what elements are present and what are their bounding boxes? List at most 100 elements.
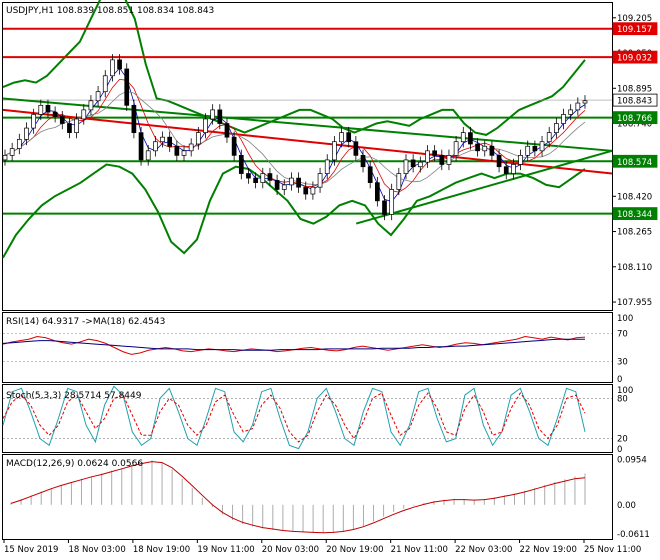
moving-average-line (4, 90, 586, 185)
level-label: 108.344 (617, 210, 652, 220)
candle-body (153, 141, 158, 152)
level-label-box (612, 50, 658, 64)
candle-body (475, 143, 480, 152)
candle-body (374, 182, 380, 202)
trend-line (2, 108, 613, 175)
rsi-title: RSI(14) 64.9317 ->MA(18) 62.4543 (6, 317, 165, 327)
candle-body (582, 100, 588, 104)
x-tick-label: 19 Nov 11:00 (197, 545, 254, 555)
candle-body (167, 136, 173, 147)
candle-body (561, 114, 566, 124)
level-label: 109.157 (617, 25, 652, 35)
level-label-box (612, 207, 658, 220)
candle-body (296, 177, 301, 188)
macd-y-tick-label: -0.0611 (617, 530, 650, 540)
candle-body (389, 189, 395, 215)
rsi-panel (2, 333, 612, 362)
candle-body (532, 145, 538, 152)
candle-body (568, 109, 574, 115)
x-tick-label: 20 Nov 19:00 (326, 545, 383, 555)
level-label-box (612, 154, 658, 168)
macd-y-tick-label: 0.0954 (617, 456, 647, 466)
price-y-tick-label: 108.895 (617, 84, 652, 94)
price-y-tick-label: 108.420 (617, 192, 652, 202)
candle-body (16, 139, 22, 149)
level-label-box (612, 111, 658, 125)
candle-body (95, 91, 101, 102)
candle-body (238, 155, 244, 174)
candle-body (160, 136, 165, 143)
price-y-tick-label: 108.265 (617, 228, 652, 238)
candle-body (332, 141, 337, 161)
candle-body (489, 145, 495, 156)
price-y-tick-label: 107.955 (617, 298, 652, 308)
rsi-series-line (2, 335, 586, 355)
candle-body (303, 186, 309, 195)
rsi-series-line (2, 338, 585, 351)
x-tick-label: 22 Nov 19:00 (520, 545, 577, 555)
candle-body (281, 184, 287, 190)
price-y-tick-label: 108.110 (617, 263, 652, 273)
x-tick-label: 18 Nov 03:00 (68, 545, 125, 555)
candle-body (360, 155, 366, 168)
candle-body (260, 173, 266, 184)
candle-body (253, 177, 258, 184)
macd-panel-frame (2, 454, 613, 540)
level-label: 108.766 (617, 114, 652, 124)
candle-body (59, 116, 65, 124)
macd-y-tick-label: 0.00 (617, 501, 636, 511)
stoch-series-line (2, 392, 586, 443)
candle-body (339, 132, 344, 143)
candle-body (503, 166, 509, 174)
candle-body (453, 141, 459, 156)
candle-body (188, 143, 194, 152)
candle-body (203, 118, 208, 133)
candle-body (346, 132, 352, 143)
candle-body (425, 150, 430, 163)
candle-body (45, 104, 51, 113)
level-label: 109.032 (617, 54, 652, 64)
candle-body (417, 161, 423, 168)
candle-body (382, 200, 387, 215)
stoch-panel-frame (2, 384, 613, 453)
candle-body (24, 127, 29, 140)
candle-body (554, 123, 559, 133)
candle-body (525, 145, 531, 156)
candle-body (31, 114, 36, 129)
price-panel-frame (2, 2, 613, 311)
candle-body (231, 136, 237, 156)
bollinger-upper-band (2, 0, 586, 136)
macd-title: MACD(12,26,9) 0.0624 0.0566 (6, 459, 143, 469)
candle-body (432, 150, 437, 156)
price-panel (2, 0, 613, 259)
candle-body (539, 141, 545, 152)
x-tick-label: 21 Nov 11:00 (391, 545, 448, 555)
x-tick-label: 22 Nov 03:00 (455, 545, 512, 555)
x-tick-label: 15 Nov 2019 (4, 545, 58, 555)
price-title: USDJPY,H1 108.839 108.851 108.834 108.84… (6, 6, 214, 16)
rsi-y-tick-label: 30 (617, 357, 628, 367)
candle-body (246, 173, 251, 179)
candle-body (210, 109, 216, 120)
candle-body (267, 173, 273, 181)
candle-body (38, 104, 44, 115)
candle-body (324, 159, 330, 174)
candle-body (181, 150, 187, 156)
x-tick-label: 18 Nov 19:00 (133, 545, 190, 555)
axes: 109.205109.050108.895108.740108.420108.2… (3, 14, 658, 555)
level-label-box (612, 93, 658, 107)
candle-body (195, 132, 201, 145)
price-y-tick-label: 108.740 (617, 120, 652, 130)
candle-body (353, 141, 359, 156)
stoch-title: Stoch(5,3,3) 28.5714 57.8449 (6, 391, 142, 401)
candle-body (117, 59, 122, 70)
candle-body (124, 68, 130, 106)
panel-frames (2, 2, 613, 540)
candle-body (88, 100, 94, 111)
level-label: 108.843 (617, 97, 652, 107)
moving-average-line (4, 67, 586, 203)
candle-body (310, 186, 316, 195)
rsi-y-tick-label: 0 (617, 375, 622, 385)
x-tick-label: 20 Nov 03:00 (262, 545, 319, 555)
